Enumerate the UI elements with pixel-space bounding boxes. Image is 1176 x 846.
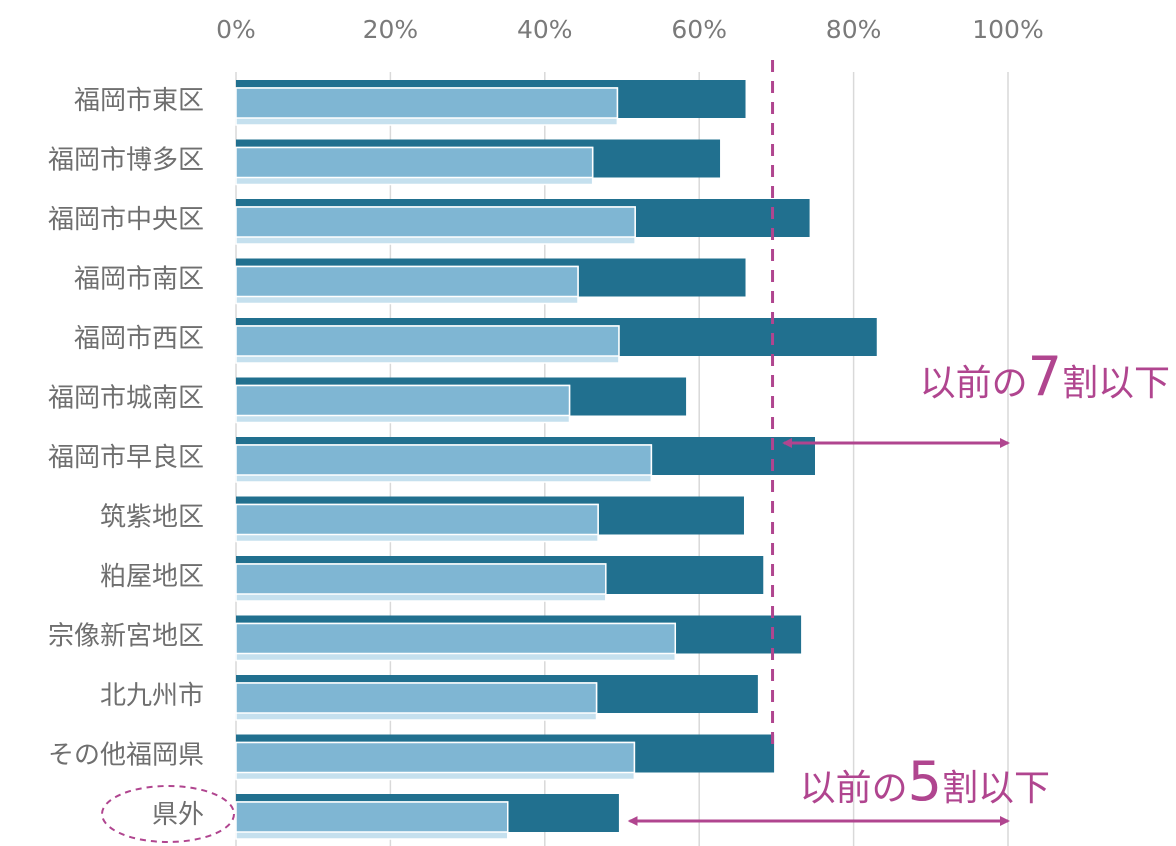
annotation-prefix: 以前の xyxy=(920,363,1028,404)
category-label: 宗像新宮地区 xyxy=(48,622,204,652)
bar-series2 xyxy=(235,206,636,238)
x-tick-label: 0% xyxy=(216,15,256,44)
bar-series2 xyxy=(235,741,636,774)
annotation-number: 5 xyxy=(908,750,942,813)
bar-series2 xyxy=(235,87,619,119)
bar-series2 xyxy=(235,384,571,417)
category-label: 北九州市 xyxy=(100,681,204,711)
highlight-ellipse xyxy=(101,785,235,843)
x-tick-label: 60% xyxy=(671,15,727,44)
bar-series2 xyxy=(235,146,594,179)
category-label: その他福岡県 xyxy=(48,741,204,771)
x-tick-label: 20% xyxy=(363,15,419,44)
bar-series2 xyxy=(235,801,509,833)
bar-series2 xyxy=(235,325,620,357)
bar-series2 xyxy=(235,444,653,476)
annotation-number: 7 xyxy=(1028,345,1062,408)
category-label: 県外 xyxy=(152,800,204,830)
category-label: 福岡市西区 xyxy=(74,324,204,354)
bar-series2 xyxy=(235,622,677,655)
category-label: 福岡市中央区 xyxy=(48,205,204,235)
x-tick-label: 40% xyxy=(517,15,573,44)
category-label: 福岡市城南区 xyxy=(48,384,204,414)
annotation-prefix: 以前の xyxy=(800,768,908,809)
category-label: 粕屋地区 xyxy=(100,562,204,592)
bar-series2 xyxy=(235,265,579,298)
bar-series2 xyxy=(235,682,598,714)
x-tick-label: 80% xyxy=(826,15,882,44)
x-tick-label: 100% xyxy=(972,15,1043,44)
category-labels: 福岡市東区福岡市博多区福岡市中央区福岡市南区福岡市西区福岡市城南区福岡市早良区筑… xyxy=(48,86,235,843)
x-axis-tick-labels: 0% 20% 40% 60% 80% 100% xyxy=(216,15,1044,44)
annotation-suffix: 割以下 xyxy=(942,768,1050,809)
category-label: 福岡市早良区 xyxy=(48,443,204,473)
category-label: 福岡市東区 xyxy=(74,86,204,116)
annotation-suffix: 割以下 xyxy=(1062,363,1170,404)
category-label: 福岡市博多区 xyxy=(48,146,204,176)
bar-series2 xyxy=(235,563,607,595)
bar-series2 xyxy=(235,503,599,536)
annotation-text: 以前の5割以下 xyxy=(800,750,1050,813)
category-label: 筑紫地区 xyxy=(100,503,204,533)
bars xyxy=(235,80,877,840)
category-label: 福岡市南区 xyxy=(74,265,204,295)
annotation-text: 以前の7割以下 xyxy=(920,345,1170,408)
